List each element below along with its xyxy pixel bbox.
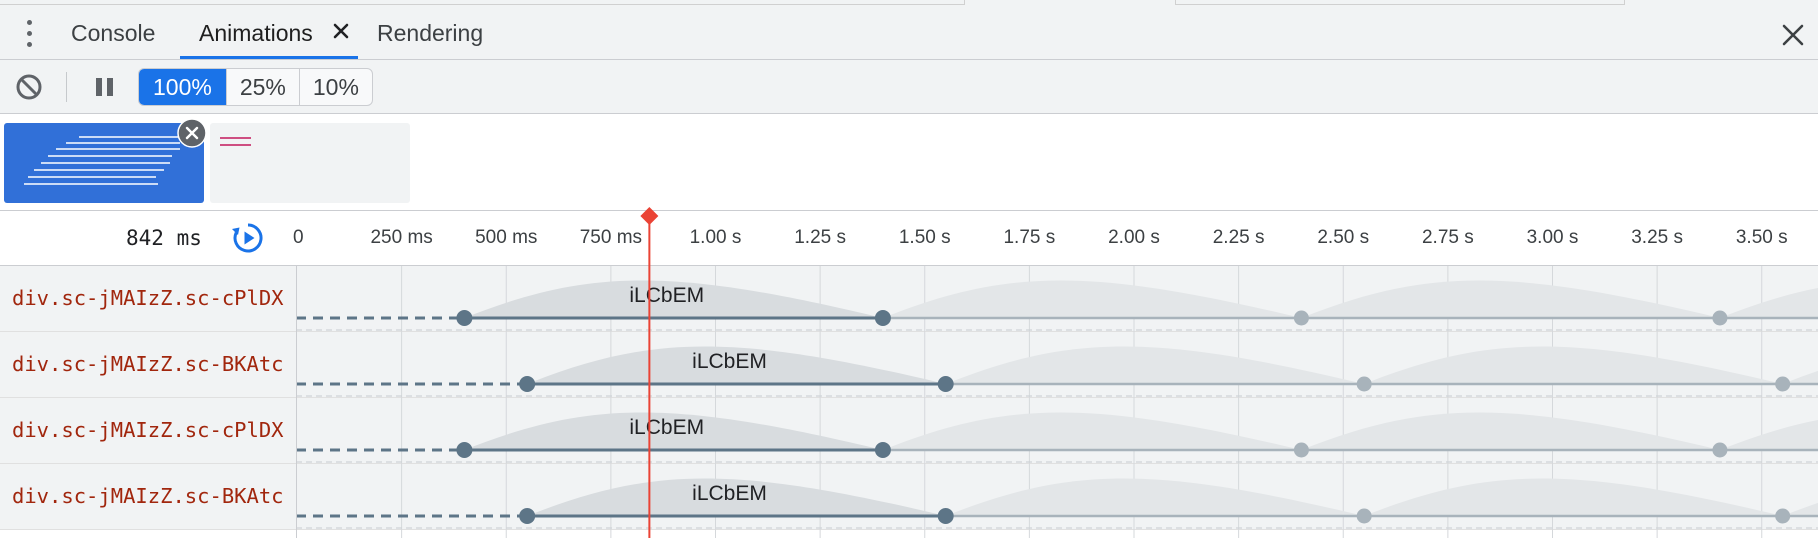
iteration-curve bbox=[1719, 420, 1818, 450]
iteration-curve bbox=[1719, 288, 1818, 318]
iteration-keyframe-point[interactable] bbox=[1356, 376, 1372, 392]
animation-groups-strip bbox=[0, 115, 1818, 211]
timeline-header: 842 ms 0 250 ms 500 ms 750 ms 1.00 s 1.25 s 1.… bbox=[0, 212, 1818, 266]
time-tick-label: 750 ms bbox=[579, 227, 643, 248]
iteration-curve bbox=[1301, 412, 1720, 450]
animation-track[interactable]: iLCbEM bbox=[296, 346, 1818, 397]
replay-icon[interactable] bbox=[230, 220, 266, 256]
animation-name-label: iLCbEM bbox=[692, 482, 767, 505]
labels-divider bbox=[296, 266, 297, 538]
keyframe-point[interactable] bbox=[519, 376, 536, 392]
current-time-readout: 842 ms bbox=[126, 226, 202, 250]
iteration-curve bbox=[945, 346, 1365, 384]
group-preview-lines bbox=[24, 136, 180, 185]
animation-node-selector[interactable]: div.sc-jMAIzZ.sc-cPlDX bbox=[12, 418, 284, 442]
block-icon[interactable] bbox=[14, 72, 44, 102]
top-strip bbox=[0, 0, 1818, 6]
iteration-curve bbox=[882, 280, 1302, 318]
iteration-curve bbox=[945, 478, 1365, 516]
iteration-keyframe-point[interactable] bbox=[1712, 442, 1728, 458]
speed-100-button[interactable]: 100% bbox=[139, 69, 226, 105]
keyframe-point[interactable] bbox=[937, 376, 954, 392]
group-preview-lines bbox=[220, 137, 251, 146]
time-tick-label: 3.00 s bbox=[1526, 227, 1579, 248]
kebab-menu-icon[interactable] bbox=[20, 18, 38, 50]
easing-curve bbox=[527, 478, 946, 516]
tab-animations[interactable]: Animations bbox=[199, 20, 313, 46]
animation-node-selector[interactable]: div.sc-jMAIzZ.sc-cPlDX bbox=[12, 286, 284, 310]
iteration-curve bbox=[1364, 478, 1783, 516]
tab-console[interactable]: Console bbox=[71, 20, 156, 46]
time-tick-label: 0 bbox=[293, 227, 304, 248]
easing-curve bbox=[464, 412, 883, 450]
speed-25-button[interactable]: 25% bbox=[225, 69, 299, 105]
keyframe-point[interactable] bbox=[456, 310, 473, 326]
playhead[interactable] bbox=[0, 205, 1818, 538]
animation-rows: div.sc-jMAIzZ.sc-cPlDX div.sc-jMAIzZ.sc-… bbox=[0, 266, 1818, 538]
drawer-tab-bar: Console Animations Rendering bbox=[0, 6, 1818, 60]
iteration-keyframe-point[interactable] bbox=[1293, 310, 1309, 326]
animation-node-selector[interactable]: div.sc-jMAIzZ.sc-BKAtc bbox=[12, 352, 284, 376]
keyframe-point[interactable] bbox=[519, 508, 536, 524]
iteration-keyframe-point[interactable] bbox=[1356, 508, 1372, 524]
easing-curve bbox=[464, 280, 883, 318]
time-tick-label: 1.25 s bbox=[794, 227, 846, 248]
iteration-curve bbox=[1301, 280, 1720, 318]
top-strip-segment bbox=[1175, 0, 1625, 5]
easing-curve bbox=[527, 346, 946, 384]
iteration-keyframe-point[interactable] bbox=[1712, 310, 1728, 326]
pause-icon[interactable] bbox=[92, 74, 118, 100]
time-tick-label: 2.25 s bbox=[1212, 227, 1265, 248]
time-tick-label: 3.25 s bbox=[1631, 227, 1683, 248]
close-icon[interactable] bbox=[1780, 22, 1806, 48]
toolbar-divider bbox=[66, 72, 67, 102]
top-strip-segment bbox=[0, 0, 965, 5]
time-tick-label: 1.75 s bbox=[1003, 227, 1056, 248]
iteration-keyframe-point[interactable] bbox=[1293, 442, 1309, 458]
animation-name-label: iLCbEM bbox=[629, 284, 704, 307]
keyframe-point[interactable] bbox=[937, 508, 954, 524]
playback-speed-group: 100% 25% 10% bbox=[138, 68, 373, 106]
time-tick-label: 1.00 s bbox=[689, 227, 742, 248]
time-tick-label: 2.00 s bbox=[1108, 227, 1160, 248]
keyframe-point[interactable] bbox=[874, 310, 891, 326]
iteration-curve bbox=[1782, 502, 1818, 516]
animation-group-thumbnail[interactable] bbox=[210, 123, 410, 203]
active-tab-indicator bbox=[180, 56, 358, 59]
playhead-handle[interactable] bbox=[640, 207, 659, 225]
animation-group-thumbnail[interactable] bbox=[4, 123, 204, 203]
iteration-curve bbox=[1364, 346, 1783, 384]
close-group-icon[interactable] bbox=[177, 118, 207, 148]
keyframe-point[interactable] bbox=[874, 442, 891, 458]
animation-track[interactable]: iLCbEM bbox=[296, 478, 1818, 529]
time-tick-label: 3.50 s bbox=[1735, 227, 1788, 248]
animation-node-selector[interactable]: div.sc-jMAIzZ.sc-BKAtc bbox=[12, 484, 284, 508]
iteration-curve bbox=[882, 412, 1302, 450]
animation-track[interactable]: iLCbEM bbox=[296, 280, 1818, 331]
tab-close-icon[interactable] bbox=[330, 20, 352, 42]
animation-name-label: iLCbEM bbox=[629, 416, 704, 439]
animations-toolbar: 100% 25% 10% bbox=[0, 60, 1818, 114]
time-tick-label: 2.50 s bbox=[1317, 227, 1370, 248]
iteration-curve bbox=[1782, 370, 1818, 384]
iteration-keyframe-point[interactable] bbox=[1775, 376, 1791, 392]
speed-10-button[interactable]: 10% bbox=[298, 69, 372, 105]
time-tick-label: 2.75 s bbox=[1421, 227, 1474, 248]
tab-rendering[interactable]: Rendering bbox=[377, 20, 484, 46]
iteration-keyframe-point[interactable] bbox=[1775, 508, 1791, 524]
keyframe-point[interactable] bbox=[456, 442, 473, 458]
time-tick-label: 250 ms bbox=[370, 227, 433, 248]
animation-name-label: iLCbEM bbox=[692, 350, 767, 373]
time-tick-label: 1.50 s bbox=[898, 227, 951, 248]
animation-timeline-grid: iLCbEM iLCbEM iLCbEM iLCbEM bbox=[296, 266, 1818, 538]
animation-track[interactable]: iLCbEM bbox=[296, 412, 1818, 463]
time-tick-label: 500 ms bbox=[475, 227, 538, 248]
